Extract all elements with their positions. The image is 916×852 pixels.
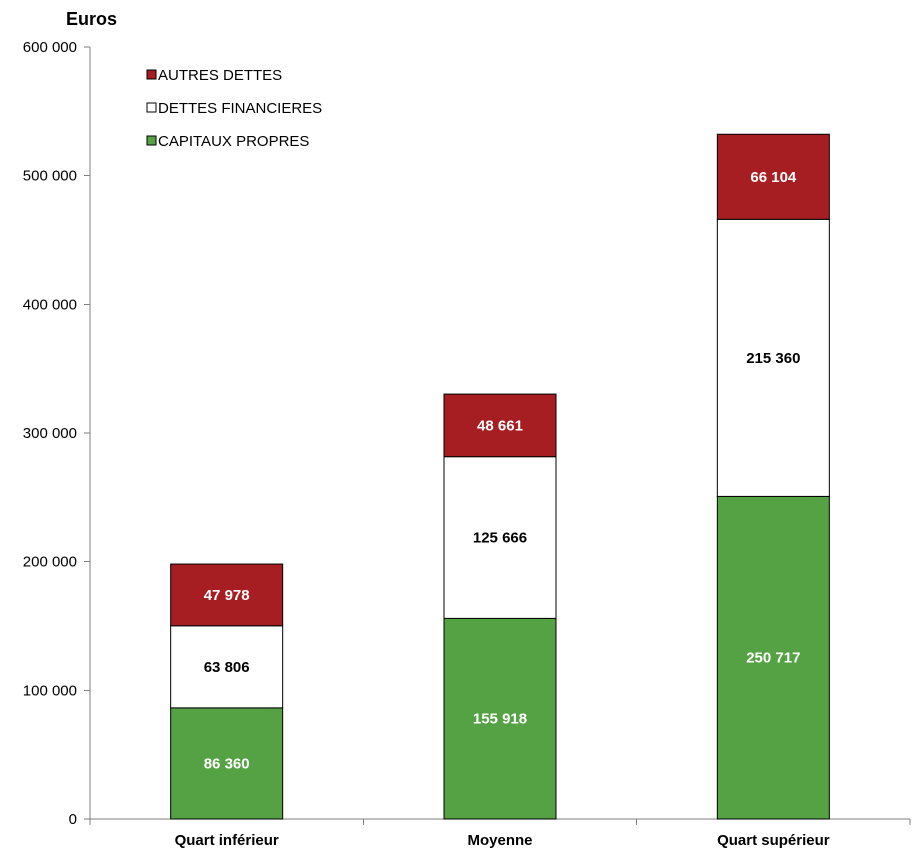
legend: AUTRES DETTES DETTES FINANCIERES CAPITAUX … <box>146 67 322 150</box>
legend-label: CAPITAUX PROPRES <box>158 133 309 150</box>
bar-value-label: 86 360 <box>204 755 250 772</box>
y-tick-label: 600 000 <box>23 39 77 56</box>
y-tick-label: 400 000 <box>23 296 77 313</box>
bar-segment <box>716 495 830 820</box>
bar-segment <box>716 218 830 497</box>
bar-segment <box>716 133 830 220</box>
bar-value-label: 66 104 <box>750 169 797 186</box>
legend-swatch <box>146 69 157 80</box>
x-category-label: Quart inférieur <box>175 832 279 849</box>
x-category-label: Quart supérieur <box>717 832 830 849</box>
bar-segment <box>170 625 284 709</box>
bar-segment <box>443 393 557 458</box>
bar-value-label: 47 978 <box>204 587 250 604</box>
legend-swatch <box>146 135 157 146</box>
legend-label: AUTRES DETTES <box>158 67 282 84</box>
x-category-label: Moyenne <box>467 832 532 849</box>
bar-segment <box>170 707 284 820</box>
legend-swatch <box>146 102 157 113</box>
y-tick-label: 100 000 <box>23 682 77 699</box>
bar-value-label: 155 918 <box>473 711 527 728</box>
bar-value-label: 125 666 <box>473 530 527 547</box>
y-tick-label: 200 000 <box>23 554 77 571</box>
bar-value-label: 215 360 <box>746 350 800 367</box>
bar-value-label: 250 717 <box>746 650 800 667</box>
y-axis-unit-label: Euros <box>66 9 117 29</box>
bar-value-label: 63 806 <box>204 659 250 676</box>
y-tick-label: 0 <box>69 811 77 828</box>
x-axis: Quart inférieur Moyenne Quart supérieur <box>89 818 911 849</box>
y-axis: 0 100 000 200 000 300 000 400 000 500 000 600 … <box>23 39 91 828</box>
bar-segment <box>170 563 284 627</box>
bar-value-label: 48 661 <box>477 417 523 434</box>
bar-segment <box>443 617 557 820</box>
y-tick-label: 300 000 <box>23 425 77 442</box>
bar-segment <box>443 456 557 619</box>
legend-label: DETTES FINANCIERES <box>158 100 322 117</box>
bars: 86 360 63 806 47 978 155 918 125 666 48 661 25… <box>170 133 830 820</box>
y-tick-label: 500 000 <box>23 168 77 185</box>
